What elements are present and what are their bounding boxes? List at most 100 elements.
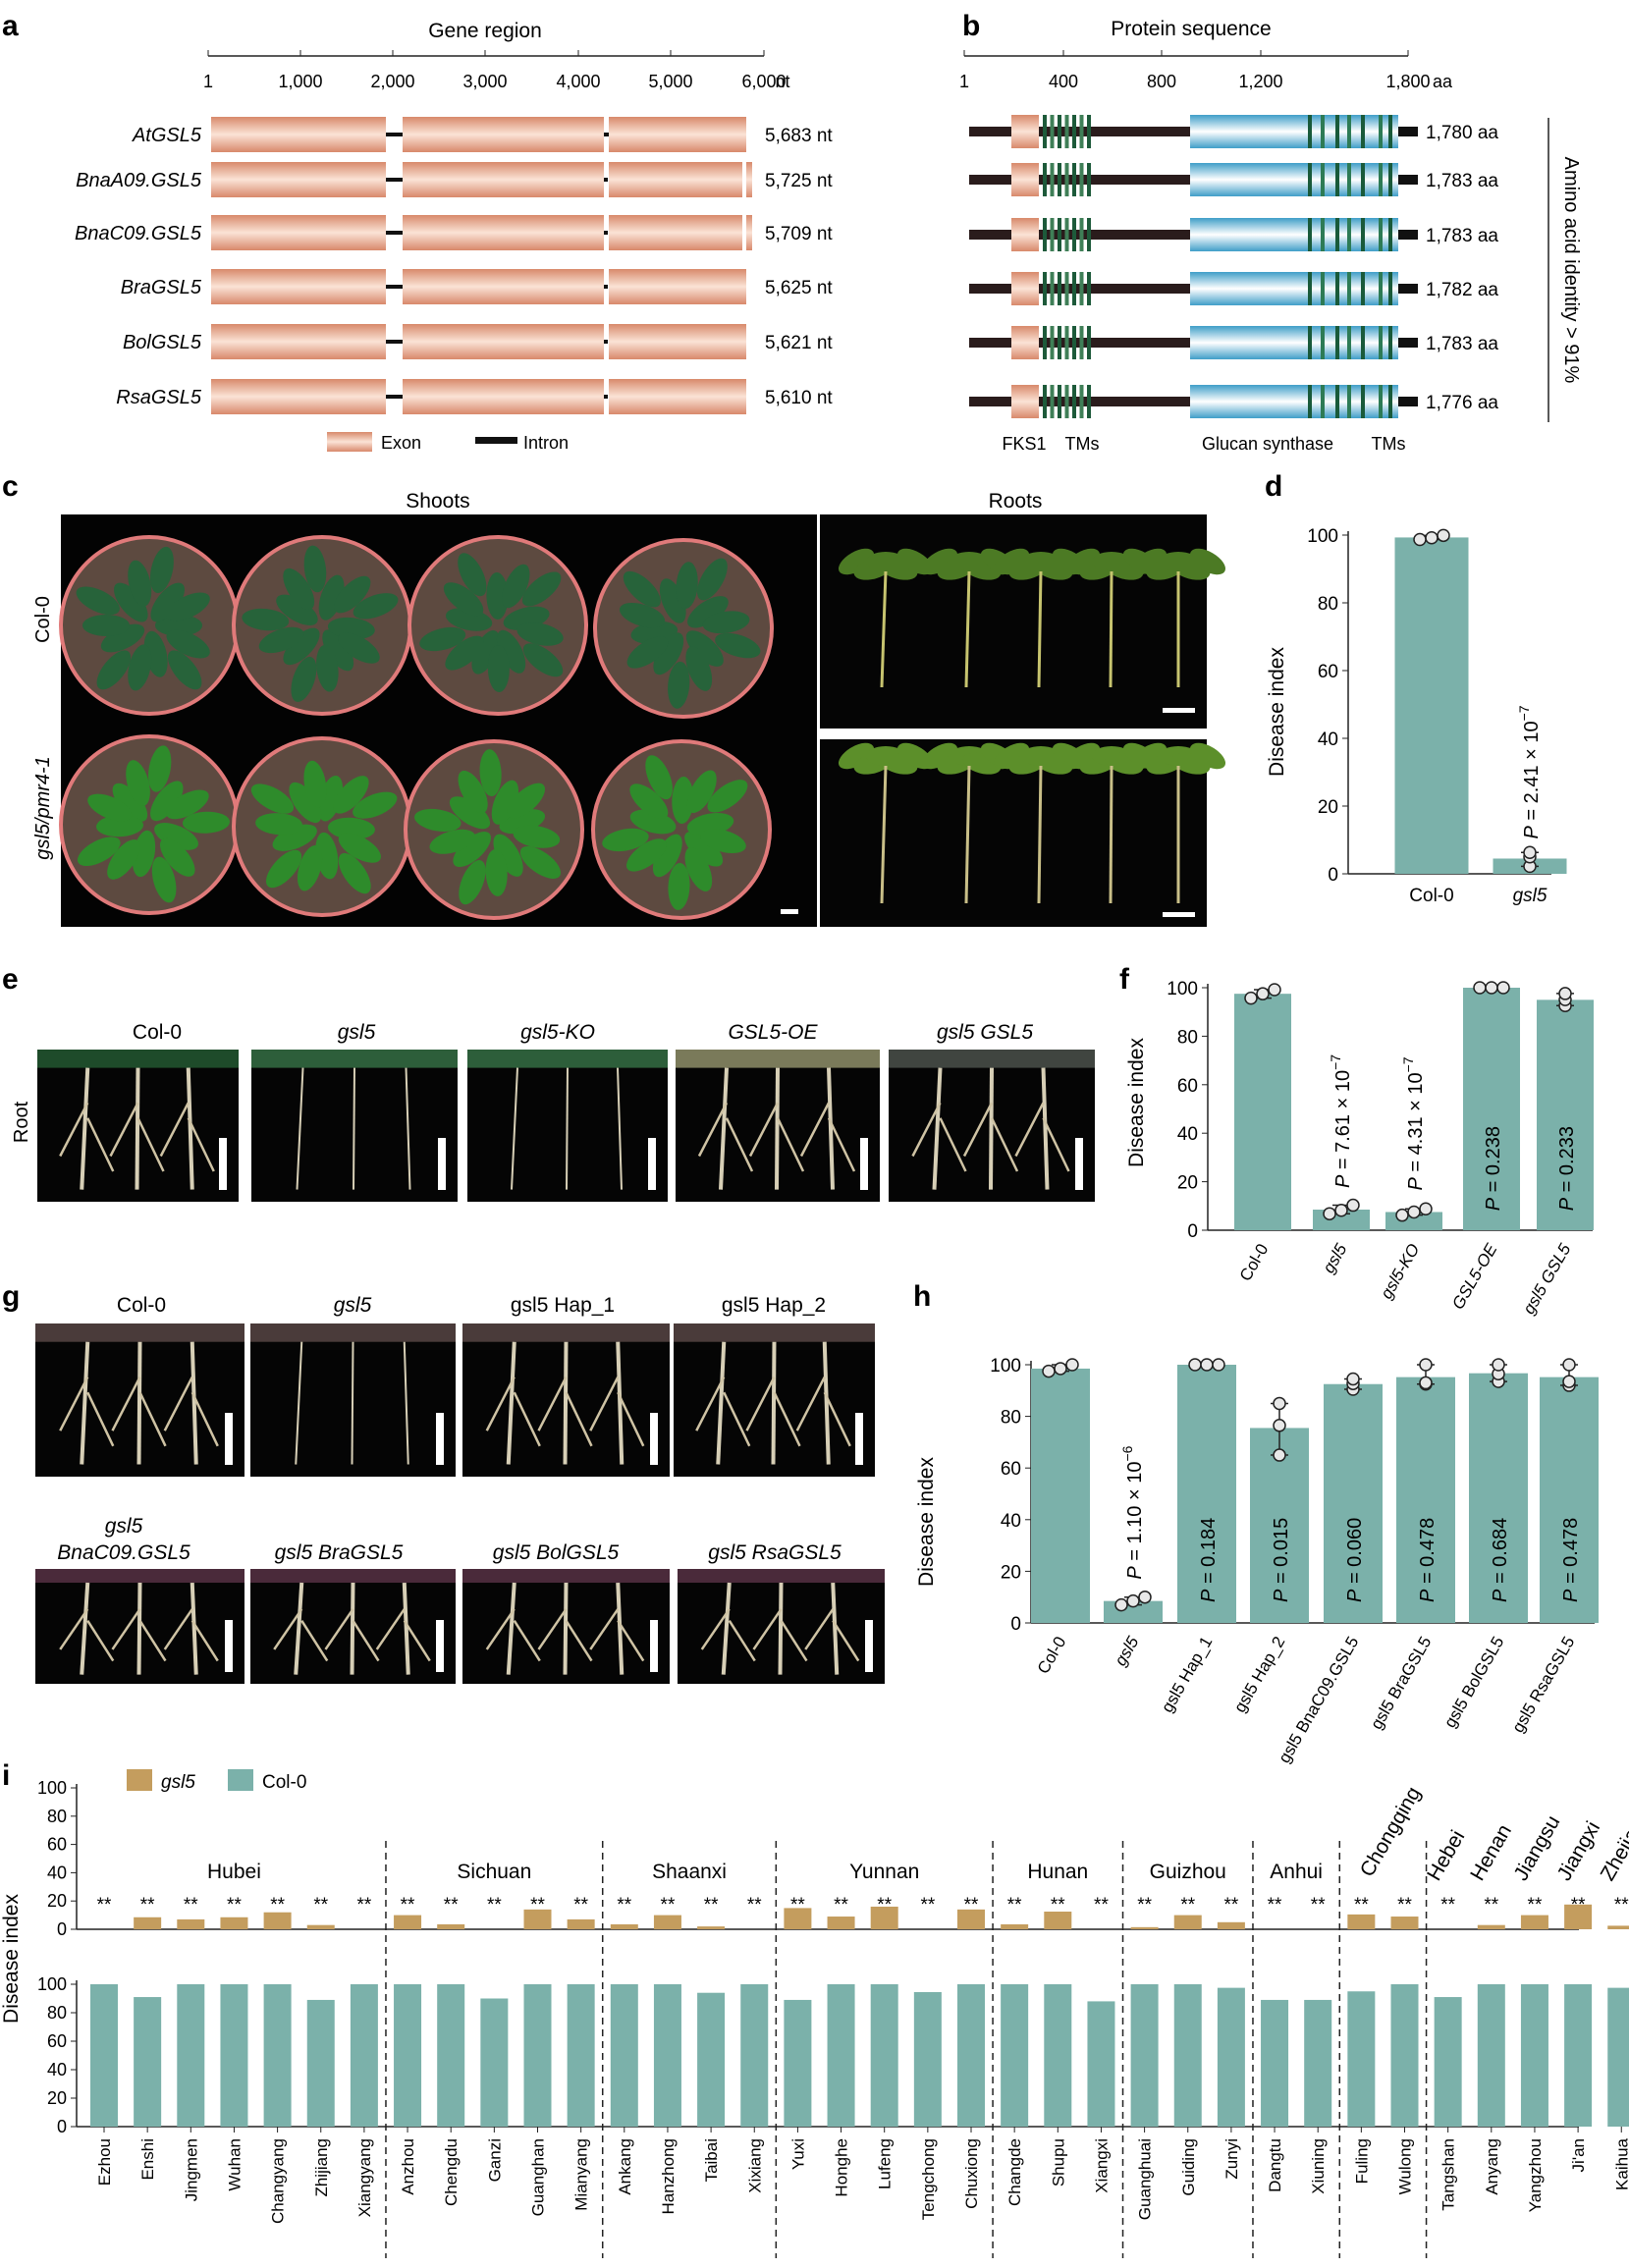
root-main bbox=[617, 1067, 623, 1190]
protein-tail bbox=[1398, 284, 1418, 294]
tm-segment bbox=[1058, 272, 1061, 305]
significance-stars: ** bbox=[313, 1895, 328, 1916]
y-tick-label: 0 bbox=[57, 1919, 67, 1939]
y-tick-label: 40 bbox=[47, 2060, 67, 2079]
gene-legend: Exon Intron bbox=[327, 432, 569, 453]
roots-scale-bar-top bbox=[1163, 708, 1195, 713]
protein-tail bbox=[1398, 127, 1418, 136]
gene-length: 5,621 nt bbox=[765, 333, 833, 353]
leaf bbox=[166, 592, 210, 621]
significance-stars: ** bbox=[1614, 1895, 1629, 1916]
exon-3 bbox=[609, 117, 746, 152]
significance-stars: ** bbox=[747, 1895, 762, 1916]
bar bbox=[1031, 1368, 1090, 1623]
x-tick-label: GSL5-OE bbox=[1448, 1240, 1501, 1313]
glucan-synthase-domain bbox=[1190, 218, 1398, 251]
root-branch bbox=[823, 1391, 851, 1447]
leaf bbox=[700, 829, 746, 854]
bar-col0 bbox=[394, 1984, 422, 2127]
root-photo bbox=[678, 1569, 885, 1684]
root-branch bbox=[776, 1117, 805, 1172]
root-main bbox=[1037, 570, 1043, 688]
root-branch bbox=[752, 1608, 783, 1650]
leaf bbox=[471, 629, 500, 675]
bar-col0 bbox=[1390, 1984, 1419, 2127]
leaf bbox=[1063, 548, 1101, 575]
leaf bbox=[327, 817, 375, 839]
root-branch bbox=[1042, 1117, 1070, 1172]
leaf bbox=[297, 844, 323, 891]
tm-segment bbox=[1072, 218, 1076, 251]
leaf bbox=[459, 860, 486, 905]
leaf bbox=[283, 627, 320, 666]
scale-bar bbox=[865, 1620, 873, 1672]
leaf bbox=[160, 837, 195, 877]
city-label: Ganzi bbox=[485, 2138, 504, 2182]
tm-segment bbox=[1321, 272, 1325, 305]
y-tick-label: 80 bbox=[1177, 1027, 1198, 1048]
leaf bbox=[112, 783, 148, 822]
panel-letter-c: c bbox=[2, 470, 19, 503]
tm-segment bbox=[1079, 218, 1084, 251]
leaf-strip bbox=[35, 1323, 244, 1342]
tm-segment bbox=[1335, 163, 1339, 196]
gene-name: BolGSL5 bbox=[123, 332, 202, 353]
root-main bbox=[827, 1067, 835, 1190]
root-branch bbox=[832, 1619, 860, 1662]
root-main bbox=[1109, 570, 1113, 688]
data-point bbox=[1437, 528, 1450, 543]
data-point bbox=[1200, 1358, 1214, 1372]
root-branch bbox=[695, 1377, 726, 1431]
gene-tick: 6,000 bbox=[741, 72, 786, 91]
tm-segment bbox=[1308, 272, 1312, 305]
data-point bbox=[1065, 1358, 1079, 1372]
bar-gsl5 bbox=[610, 1923, 638, 1929]
leaf bbox=[602, 828, 649, 852]
y-tick-label: 80 bbox=[47, 2003, 67, 2023]
domain-label-tms-1: TMs bbox=[1065, 434, 1100, 454]
leaf bbox=[521, 571, 562, 607]
bar-col0 bbox=[1477, 1984, 1505, 2127]
bar-col0 bbox=[1173, 1984, 1202, 2127]
bar-gsl5 bbox=[394, 1915, 422, 1929]
root-main bbox=[932, 1067, 943, 1190]
leaf bbox=[128, 644, 152, 691]
x-tick-label: gsl5 BraGSL5 bbox=[1367, 1634, 1435, 1733]
province-label: Hunan bbox=[1027, 1861, 1088, 1883]
root-main bbox=[775, 1067, 780, 1190]
leaf bbox=[838, 548, 875, 575]
y-tick-label: 40 bbox=[1177, 1124, 1198, 1145]
bar-gsl5 bbox=[653, 1915, 681, 1929]
shoots-pots bbox=[59, 535, 774, 920]
significance-stars: ** bbox=[444, 1895, 459, 1916]
plant-pot bbox=[232, 736, 412, 917]
tm-segment bbox=[1050, 218, 1055, 251]
fks1-domain bbox=[1011, 326, 1039, 359]
exon-2 bbox=[403, 215, 604, 250]
g-label-bnac09: BnaC09.GSL5 bbox=[57, 1541, 190, 1564]
bar-gsl5 bbox=[1607, 1925, 1629, 1929]
data-point bbox=[1334, 1203, 1348, 1217]
city-label: Tangshan bbox=[1439, 2138, 1458, 2211]
protein-backbone bbox=[969, 230, 1406, 240]
protein-tail bbox=[1398, 397, 1418, 406]
root-photo bbox=[889, 1050, 1095, 1202]
exon-1 bbox=[211, 162, 386, 197]
root-plant bbox=[1130, 548, 1226, 687]
exon-4 bbox=[746, 162, 752, 197]
significance-stars: ** bbox=[1571, 1895, 1586, 1916]
tm-segment bbox=[1379, 272, 1383, 305]
tm-segment bbox=[1043, 218, 1047, 251]
significance-stars: ** bbox=[617, 1895, 631, 1916]
leaf bbox=[258, 626, 304, 654]
bar-col0 bbox=[1261, 1999, 1289, 2127]
bar-gsl5 bbox=[870, 1906, 898, 1929]
chart-i-ylabel: Disease index bbox=[0, 1894, 23, 2024]
bar-col0 bbox=[177, 1984, 205, 2127]
protein-row: 1,782 aa bbox=[969, 272, 1498, 305]
y-tick-label: 60 bbox=[1001, 1459, 1021, 1480]
leaf bbox=[289, 782, 322, 824]
root-branch bbox=[565, 1619, 593, 1662]
bar-col0 bbox=[1217, 1987, 1245, 2127]
